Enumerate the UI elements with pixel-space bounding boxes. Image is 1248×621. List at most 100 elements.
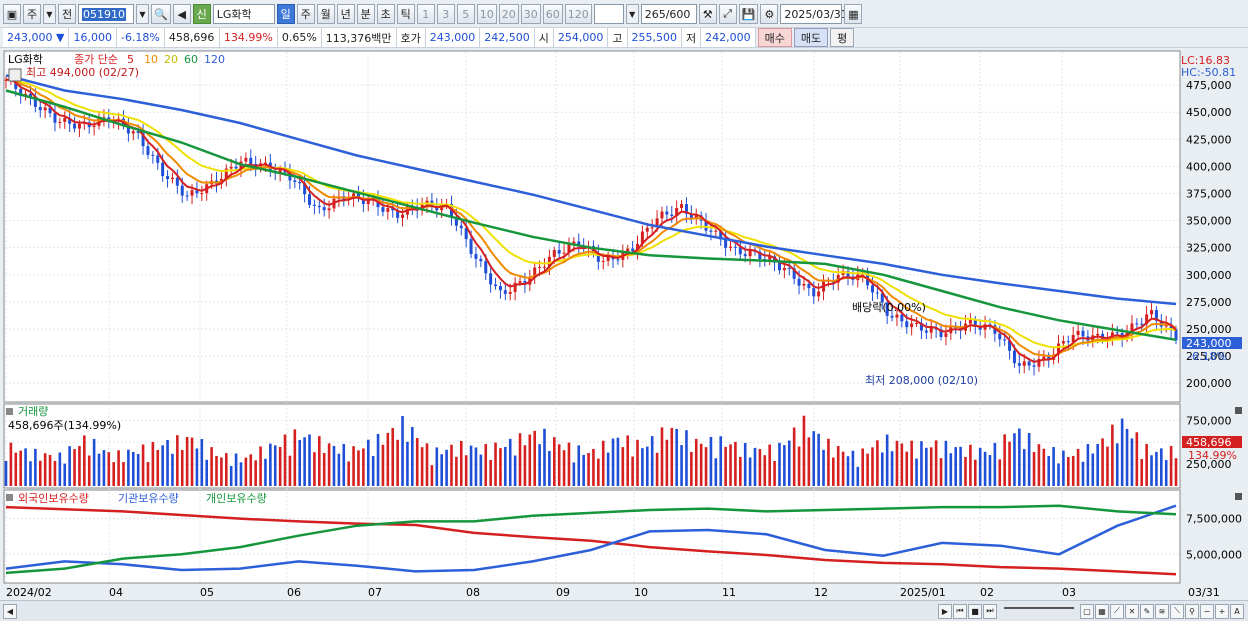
volume-bar (352, 446, 355, 486)
hoga-label: 호가 (396, 28, 426, 47)
interval-dropdown-icon[interactable]: ▼ (625, 4, 639, 24)
stock-code-input[interactable]: 051910 (78, 4, 134, 24)
eval-button[interactable]: 평 (830, 28, 855, 47)
interval-60[interactable]: 60 (542, 4, 563, 24)
interval-120[interactable]: 120 (564, 4, 592, 24)
interval-custom-input[interactable] (593, 4, 624, 24)
tab-month[interactable]: 월 (316, 4, 335, 24)
code-dropdown-icon[interactable]: ▼ (136, 4, 149, 24)
interval-5[interactable]: 5 (456, 4, 475, 24)
volume-bar (1130, 438, 1134, 486)
count-input[interactable]: 265/600 (640, 4, 697, 24)
volume-bar (92, 438, 96, 486)
down-arrow-icon: ▼ (56, 31, 65, 44)
tab-tick[interactable]: 틱 (396, 4, 415, 24)
candle-body (156, 155, 160, 163)
tab-second[interactable]: 초 (376, 4, 395, 24)
candle-body (146, 146, 150, 155)
stop-icon[interactable]: ■ (968, 603, 982, 619)
candle-body (356, 193, 360, 199)
candle-body (1154, 310, 1158, 321)
holdings-panel-close-icon[interactable] (1235, 493, 1242, 500)
open-label: 시 (534, 28, 554, 47)
candle-body (567, 243, 571, 253)
tool-cross-icon[interactable]: ✕ (1125, 603, 1139, 619)
chart-settings-icon[interactable]: ⚒ (698, 4, 717, 24)
stock-name-field[interactable]: LG화학 (212, 4, 275, 24)
chevron-down-icon[interactable]: ▼ (43, 4, 56, 24)
volume-bar (1164, 460, 1168, 486)
gear-icon[interactable]: ⚙ (760, 4, 779, 24)
new-badge[interactable]: 신 (192, 4, 211, 24)
price-y-tick: 475,000 (1186, 79, 1232, 92)
tab-day[interactable]: 일 (276, 4, 295, 24)
prev-label-button[interactable]: 전 (58, 4, 76, 24)
tool-fib-icon[interactable]: ≋ (1155, 603, 1169, 619)
volume-bar (107, 452, 111, 486)
chart-scrollbar[interactable]: ◀ ▶ ⏮ ■ ⏭ ▢ ▦ ⟋ ✕ ✎ ≋ ⟍ ⚲ − + A (0, 600, 1248, 621)
search-icon[interactable]: 🔍 (151, 4, 171, 24)
interval-3[interactable]: 3 (436, 4, 455, 24)
chart-type-icon[interactable]: ▣ (3, 4, 21, 24)
scroll-left-icon[interactable]: ◀ (3, 603, 17, 619)
volume-bar (205, 459, 209, 486)
candle-body (494, 284, 498, 287)
volume-current-pct: 134.99% (1188, 449, 1237, 462)
volume-bar (83, 435, 86, 486)
sound-icon[interactable]: ◀ (172, 4, 191, 24)
zoom-search-icon[interactable]: ⚲ (1185, 603, 1199, 619)
tool-trend-icon[interactable]: ⟍ (1170, 603, 1184, 619)
volume-bar (131, 451, 135, 486)
volume-panel-close-icon[interactable] (1235, 407, 1242, 414)
buy-button[interactable]: 매수 (757, 28, 792, 47)
candle-body (508, 291, 512, 294)
volume-bar (381, 444, 385, 486)
rewind-icon[interactable]: ⏮ (953, 603, 967, 619)
candle-body (836, 274, 840, 283)
magnifier-icon[interactable] (8, 68, 22, 82)
candle-body (846, 270, 850, 277)
candle-body (234, 166, 238, 169)
volume-bar (308, 434, 311, 486)
tab-week[interactable]: 주 (296, 4, 315, 24)
candle-body (68, 117, 72, 124)
tool-box-icon[interactable]: ▢ (1080, 603, 1094, 619)
zoom-in-icon[interactable]: + (1215, 603, 1229, 619)
interval-30[interactable]: 30 (520, 4, 541, 24)
volume-current-tag (1182, 436, 1242, 448)
expand-icon[interactable]: ⤢ (718, 4, 737, 24)
tool-line-icon[interactable]: ⟋ (1110, 603, 1124, 619)
legend-ma-120: 120 (204, 53, 225, 66)
volume-bar (68, 446, 71, 486)
interval-1[interactable]: 1 (416, 4, 435, 24)
calendar-icon[interactable]: ▦ (844, 4, 863, 24)
tab-year[interactable]: 년 (336, 4, 355, 24)
volume-bar (905, 451, 909, 486)
zoom-out-icon[interactable]: − (1200, 603, 1214, 619)
stock-chart[interactable]: LG화학 종가 단순 5 10 20 60 120 최고 494,000 (02… (0, 49, 1248, 600)
tool-draw-icon[interactable]: ✎ (1140, 603, 1154, 619)
tab-minute[interactable]: 분 (356, 4, 375, 24)
scroll-right-icon[interactable]: ▶ (938, 603, 952, 619)
zoom-slider[interactable] (1004, 607, 1074, 615)
volume-bar (469, 445, 473, 486)
candle-body (758, 251, 762, 260)
period-week-select[interactable]: 주 (23, 4, 41, 24)
volume-bar (342, 443, 346, 486)
sell-button[interactable]: 매도 (793, 28, 829, 47)
interval-20[interactable]: 20 (498, 4, 519, 24)
forward-icon[interactable]: ⏭ (983, 603, 997, 619)
save-icon[interactable]: 💾 (738, 4, 759, 24)
interval-10[interactable]: 10 (476, 4, 497, 24)
volume-bar (518, 433, 522, 486)
volume-bar (699, 443, 703, 486)
volume-bar (401, 415, 404, 486)
date-input[interactable]: 2025/03/31 (780, 4, 848, 24)
candle-body (533, 267, 537, 278)
volume-bar (479, 454, 483, 486)
text-tool-icon[interactable]: A (1230, 603, 1244, 619)
volume-bar (587, 452, 590, 486)
volume-bar (87, 455, 91, 486)
tool-grid-icon[interactable]: ▦ (1095, 603, 1109, 619)
candle-body (768, 256, 772, 260)
